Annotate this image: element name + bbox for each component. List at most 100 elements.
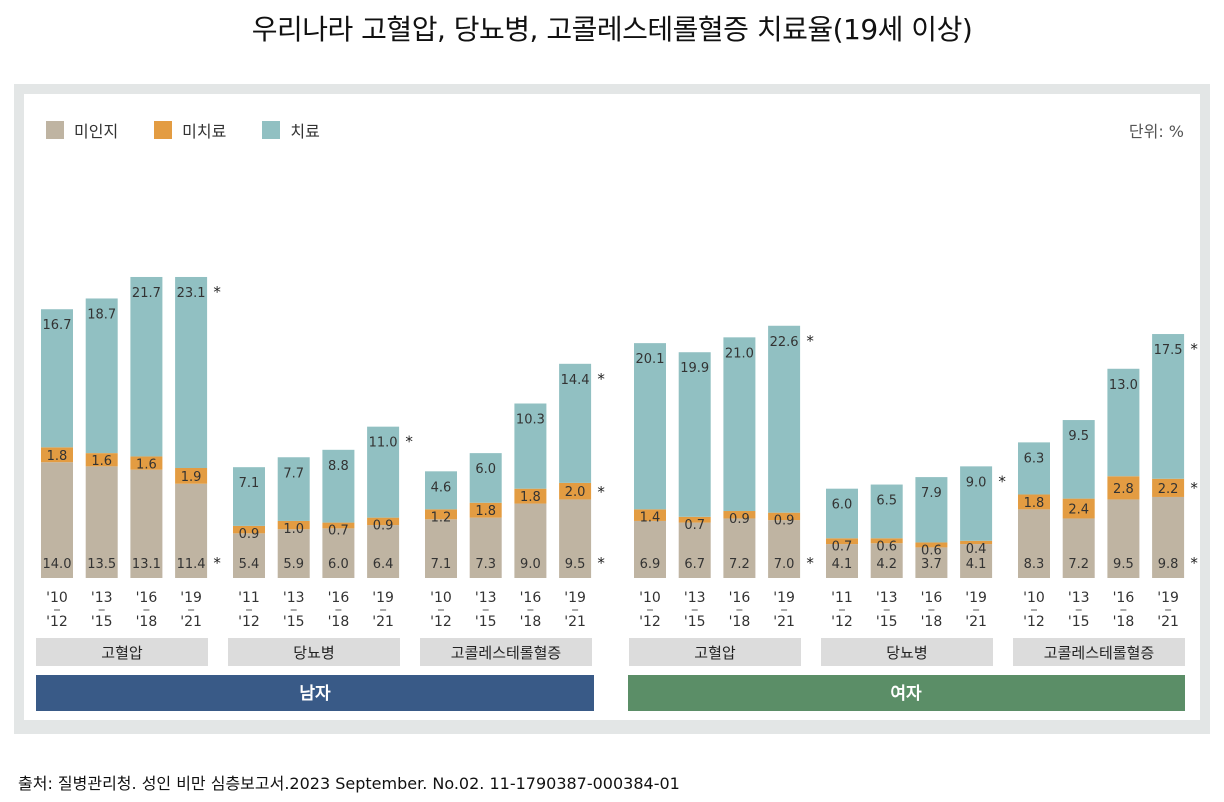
data-label-treated: 7.9 [921, 486, 942, 501]
data-label-unaware: 5.4 [239, 557, 260, 572]
bar-treated [1107, 368, 1140, 477]
bar-untreated [634, 509, 666, 521]
bar-treated [277, 457, 310, 521]
bar-unaware [85, 466, 118, 578]
legend-swatch-treated [262, 121, 281, 139]
data-label-unaware: 4.1 [832, 557, 853, 572]
bar-unaware [768, 520, 801, 578]
data-label-treated: 23.1 [177, 286, 206, 301]
disease-label: 고혈압 [101, 644, 143, 662]
data-label-unaware: 9.0 [520, 557, 541, 572]
data-label-treated: 10.3 [516, 413, 545, 428]
disease-label-box [420, 638, 592, 666]
tick-label-start: '19 [1157, 590, 1179, 606]
bar-unaware [469, 517, 502, 578]
bar-treated [960, 466, 993, 541]
data-label-treated: 6.5 [876, 494, 897, 509]
data-label-treated: 9.0 [966, 475, 987, 490]
bar-untreated [1018, 494, 1050, 510]
bar-untreated [870, 538, 903, 544]
bar-unaware [678, 522, 711, 578]
data-label-unaware: 9.5 [1113, 557, 1134, 572]
disease-label-box [821, 638, 993, 666]
bar-untreated [768, 512, 801, 521]
data-label-unaware: 11.4 [177, 557, 206, 572]
tick-label-end: '18 [136, 614, 158, 630]
significance-star: * [1190, 554, 1198, 572]
tick-label-start: '13 [91, 590, 113, 606]
data-label-treated: 7.7 [283, 466, 304, 481]
data-label-unaware: 13.5 [87, 557, 116, 572]
bar-unaware [233, 533, 265, 578]
disease-label-box [228, 638, 400, 666]
disease-label: 고혈압 [694, 644, 736, 662]
tick-label-end: '15 [684, 614, 706, 630]
data-label-treated: 4.6 [431, 480, 452, 495]
data-label-untreated: 0.7 [684, 518, 705, 533]
data-label-untreated: 1.6 [91, 454, 112, 469]
bar-treated [723, 337, 756, 512]
data-label-unaware: 9.5 [565, 557, 586, 572]
bar-untreated [1107, 476, 1140, 500]
tick-label-end: '18 [328, 614, 350, 630]
data-label-untreated: 1.8 [520, 490, 541, 505]
disease-label: 당뇨병 [293, 644, 334, 662]
data-label-untreated: 1.2 [431, 510, 452, 525]
legend-swatch-untreated [154, 121, 173, 139]
tick-label-start: '10 [46, 590, 68, 606]
bar-untreated [130, 456, 163, 470]
data-label-treated: 21.7 [132, 286, 161, 301]
bar-untreated [1152, 478, 1185, 497]
bar-treated [634, 343, 666, 510]
data-label-untreated: 0.4 [966, 542, 987, 557]
data-label-treated: 20.1 [636, 352, 665, 367]
tick-label-start: '10 [639, 590, 661, 606]
tick-label-start: '10 [430, 590, 452, 606]
tick-label-start: '13 [475, 590, 497, 606]
bar-unaware [559, 499, 592, 578]
bar-treated [367, 426, 400, 518]
bar-unaware [634, 520, 666, 578]
bar-unaware [367, 525, 400, 578]
tick-label-start: '16 [1113, 590, 1135, 606]
tick-label-start: '13 [1068, 590, 1090, 606]
chart-legend: 미인지 미치료 치료 [46, 118, 356, 142]
data-label-treated: 11.0 [369, 436, 398, 451]
chart-panel [24, 94, 1200, 720]
data-label-treated: 14.4 [561, 373, 590, 388]
bar-unaware [1152, 496, 1185, 578]
data-label-unaware: 7.2 [729, 557, 750, 572]
bar-unaware [175, 483, 208, 578]
data-label-treated: 9.5 [1068, 429, 1089, 444]
tick-label-start: '13 [684, 590, 706, 606]
bar-unaware [514, 503, 547, 578]
data-label-untreated: 1.9 [181, 470, 202, 485]
sex-label-male: 남자 [299, 684, 331, 704]
bar-untreated [1062, 498, 1095, 519]
disease-label-box [629, 638, 801, 666]
sex-band-female [628, 675, 1185, 711]
significance-star: * [597, 483, 605, 501]
tick-label-end: '12 [430, 614, 452, 630]
tick-label-start: '19 [372, 590, 394, 606]
bar-untreated [322, 522, 355, 529]
data-label-unaware: 6.0 [328, 557, 349, 572]
tick-label-end: '18 [1113, 614, 1135, 630]
significance-star: * [1190, 479, 1198, 497]
bar-treated [1152, 334, 1185, 479]
source-note: 출처: 질병관리청. 성인 비만 심층보고서.2023 September. N… [18, 774, 680, 793]
bar-untreated [425, 509, 457, 520]
data-label-treated: 13.0 [1109, 378, 1138, 393]
tick-label-end: '12 [639, 614, 661, 630]
bar-treated [233, 467, 265, 526]
significance-star: * [213, 554, 221, 572]
significance-star: * [998, 472, 1006, 490]
data-label-untreated: 2.0 [565, 485, 586, 500]
bar-untreated [469, 502, 502, 518]
tick-label-end: '21 [773, 614, 795, 630]
data-label-untreated: 0.9 [239, 527, 260, 542]
bar-treated [130, 276, 163, 457]
data-label-untreated: 0.9 [774, 514, 795, 529]
tick-label-end: '18 [729, 614, 751, 630]
bar-untreated [678, 516, 711, 523]
